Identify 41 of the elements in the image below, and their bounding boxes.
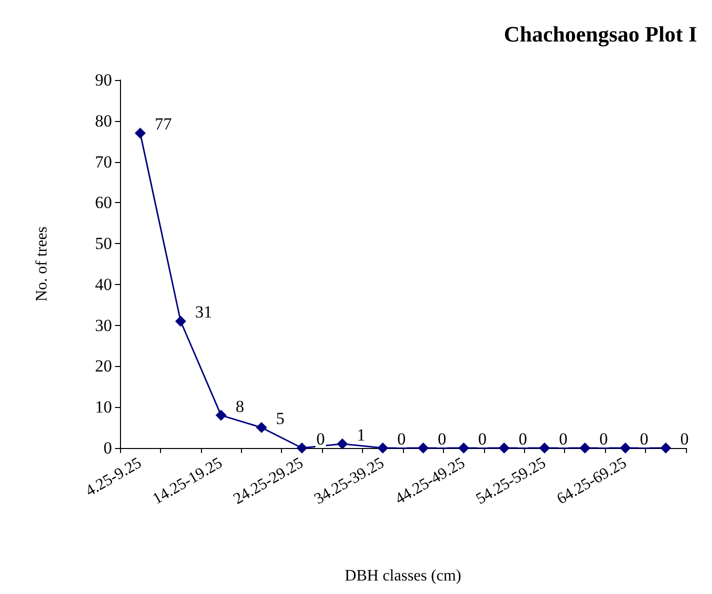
data-label: 0	[680, 430, 689, 448]
point	[336, 438, 348, 450]
data-label: 0	[438, 430, 446, 448]
point	[256, 422, 267, 434]
data-label: 1	[356, 425, 366, 444]
data-label: 8	[236, 396, 244, 416]
y-tick-label: 40	[95, 274, 112, 294]
chart-title: Chachoengsao Plot I	[504, 22, 697, 46]
y-tick-label: 90	[95, 70, 112, 90]
data-label: 0	[518, 430, 528, 448]
y-tick-label: 20	[95, 356, 112, 376]
point	[296, 442, 308, 454]
point	[498, 442, 510, 454]
data-label: 31	[195, 302, 212, 322]
point	[660, 442, 672, 454]
data-label: 0	[559, 430, 568, 448]
y-tick-label: 30	[95, 316, 112, 335]
data-label: 0	[397, 430, 406, 448]
y-tick-label: 0	[104, 438, 112, 458]
y-tick-label: 60	[95, 193, 112, 212]
data-label: 0	[316, 430, 325, 448]
y-tick-label: 70	[95, 152, 112, 172]
y-axis-title: No. of trees	[34, 226, 50, 302]
x-axis-title: DBH classes (cm)	[344, 568, 462, 584]
data-label: 0	[478, 430, 487, 448]
point	[134, 128, 146, 139]
point	[216, 410, 227, 421]
y-tick-label: 80	[95, 111, 112, 130]
y-tick-label: 10	[95, 398, 112, 417]
point	[620, 442, 631, 454]
point	[458, 442, 470, 454]
point	[377, 442, 388, 454]
point	[418, 442, 429, 454]
data-label: 77	[154, 114, 172, 134]
data-label: 0	[640, 430, 648, 448]
point	[579, 442, 590, 454]
point	[539, 442, 550, 454]
point	[175, 316, 186, 327]
data-label: 0	[599, 430, 608, 448]
y-tick-label: 50	[95, 234, 112, 254]
data-label: 5	[276, 409, 284, 428]
